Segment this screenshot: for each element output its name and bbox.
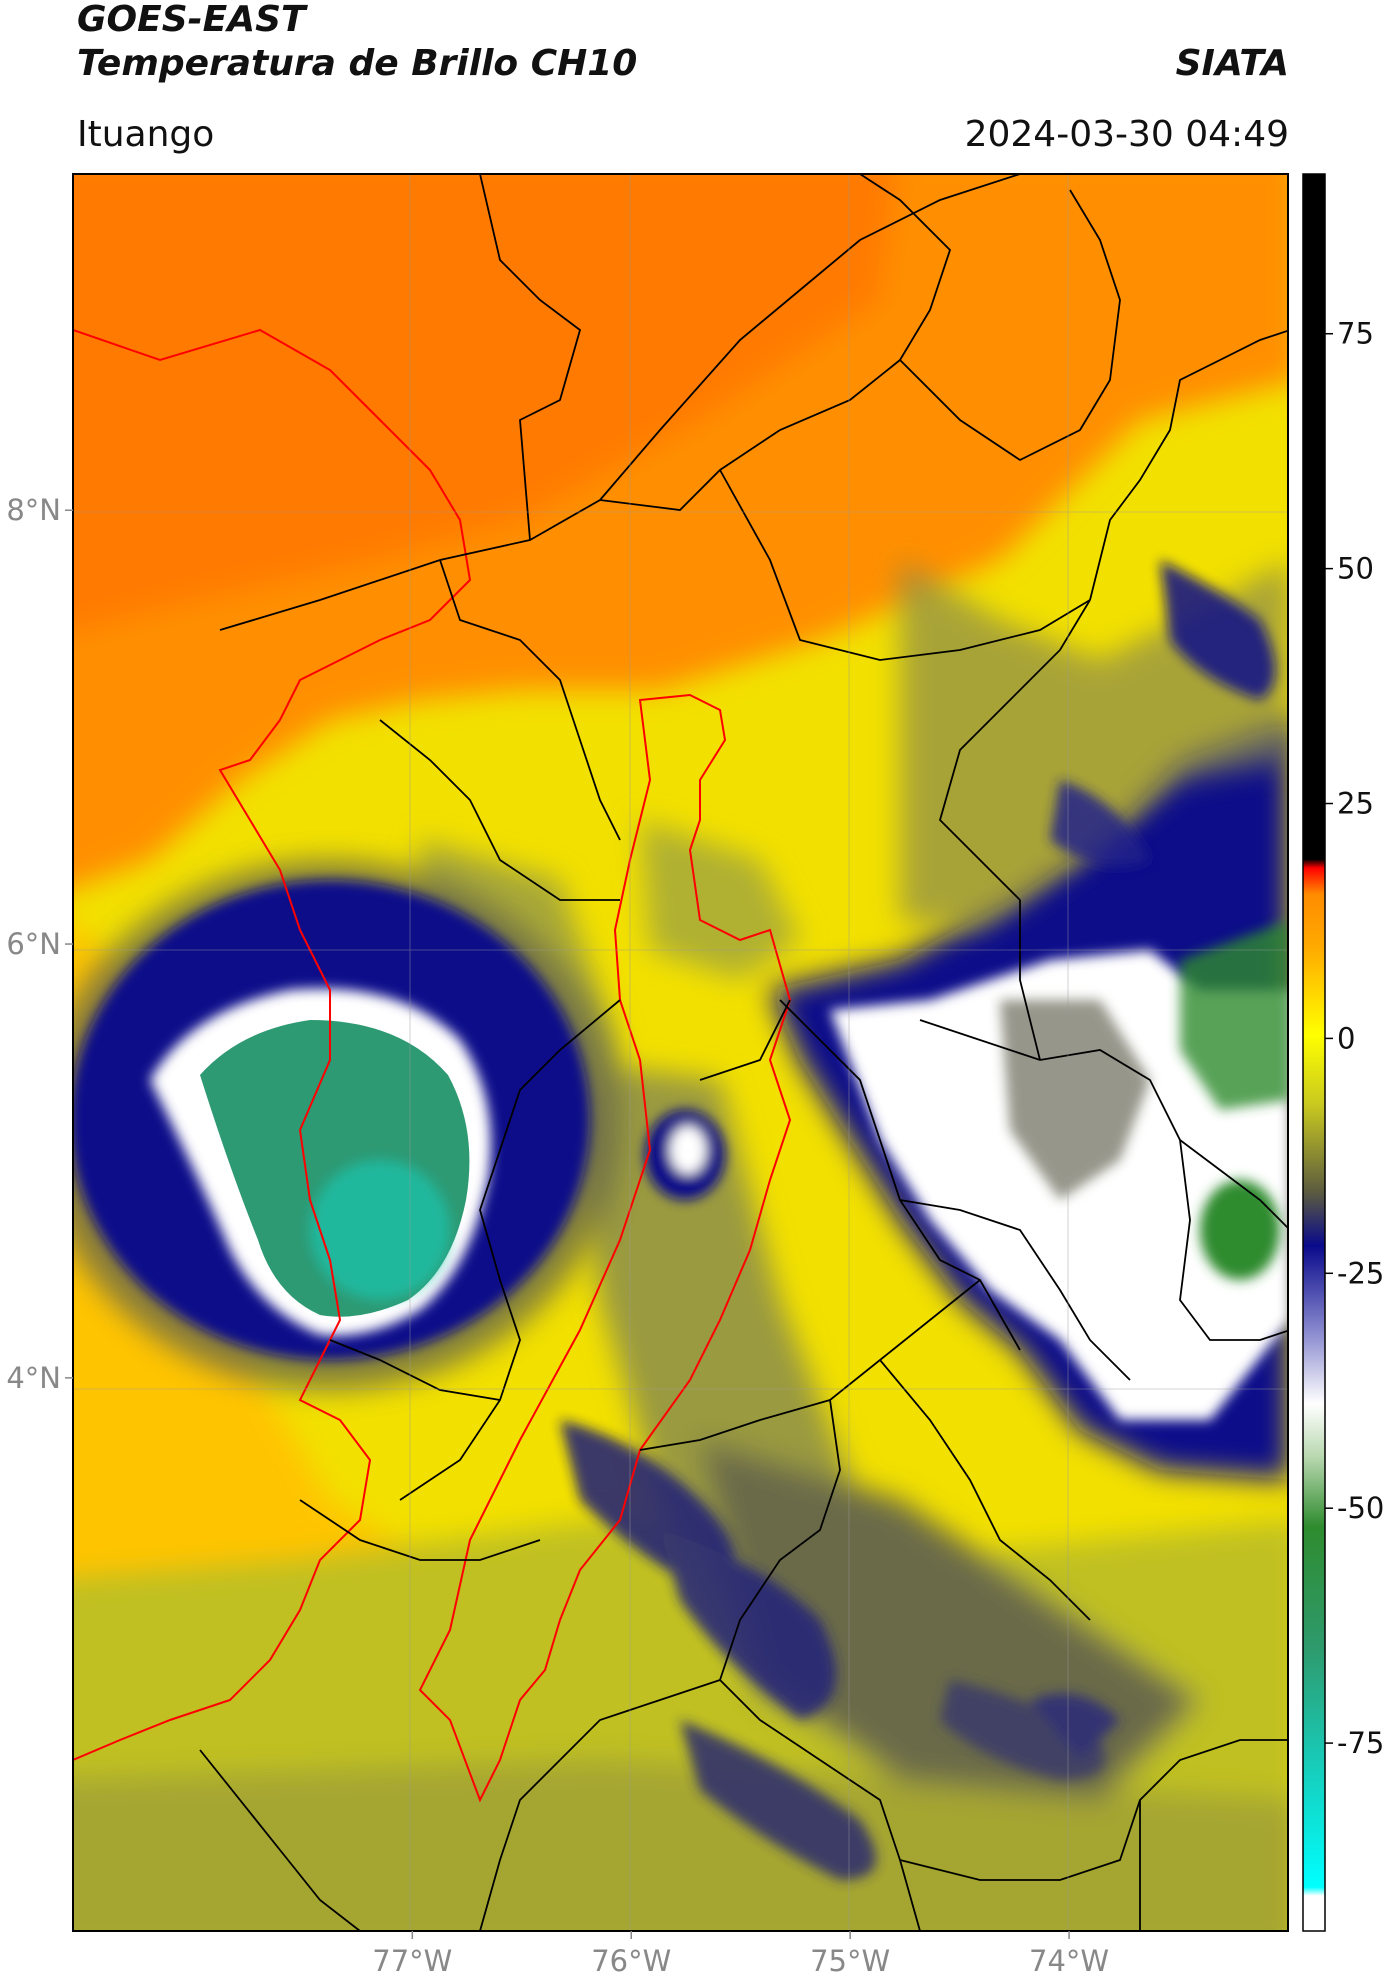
lat-tick-label: 8°N	[6, 493, 61, 527]
colorbar-tick-label: 50	[1337, 552, 1374, 586]
longitude-axis: 77°W 76°W 75°W 74°W	[372, 1931, 1109, 1978]
lon-tick-label: 77°W	[372, 1944, 452, 1978]
brightness-temperature-field	[73, 174, 1288, 1931]
lat-tick-label: 6°N	[6, 927, 61, 961]
product-title: Temperatura de Brillo CH10	[77, 43, 638, 84]
colorbar-ticks: 75 50 25 0 -25 -50 -75	[1325, 317, 1384, 1760]
antioquia-outline	[418, 693, 792, 1803]
colorbar-tick-label: -25	[1337, 1256, 1384, 1290]
colorbar-tick-label: -50	[1337, 1491, 1384, 1525]
lon-tick-label: 75°W	[810, 1944, 890, 1978]
colorbar-tick-label: 25	[1337, 787, 1374, 821]
political-boundaries	[199, 174, 1288, 1931]
colorbar-tick-label: -75	[1337, 1726, 1384, 1760]
colorbar	[1302, 173, 1326, 1932]
organization-label: SIATA	[1175, 43, 1289, 84]
satellite-title: GOES-EAST	[77, 0, 306, 40]
central-small-cell	[645, 1110, 725, 1200]
eastern-convective-system	[770, 560, 1288, 1480]
colorbar-tick-label: 75	[1337, 317, 1374, 351]
colorbar-tick-label: 0	[1337, 1021, 1355, 1055]
graticule	[73, 174, 1288, 1931]
western-convective-cloud	[73, 860, 620, 1390]
lat-tick-label: 4°N	[6, 1361, 61, 1395]
lon-tick-label: 76°W	[591, 1944, 671, 1978]
latitude-axis: 8°N 6°N 4°N	[6, 493, 73, 1395]
location-label: Ituango	[77, 114, 215, 155]
lon-tick-label: 74°W	[1029, 1944, 1109, 1978]
map-frame	[72, 173, 1289, 1932]
timestamp-label: 2024-03-30 04:49	[964, 114, 1289, 155]
